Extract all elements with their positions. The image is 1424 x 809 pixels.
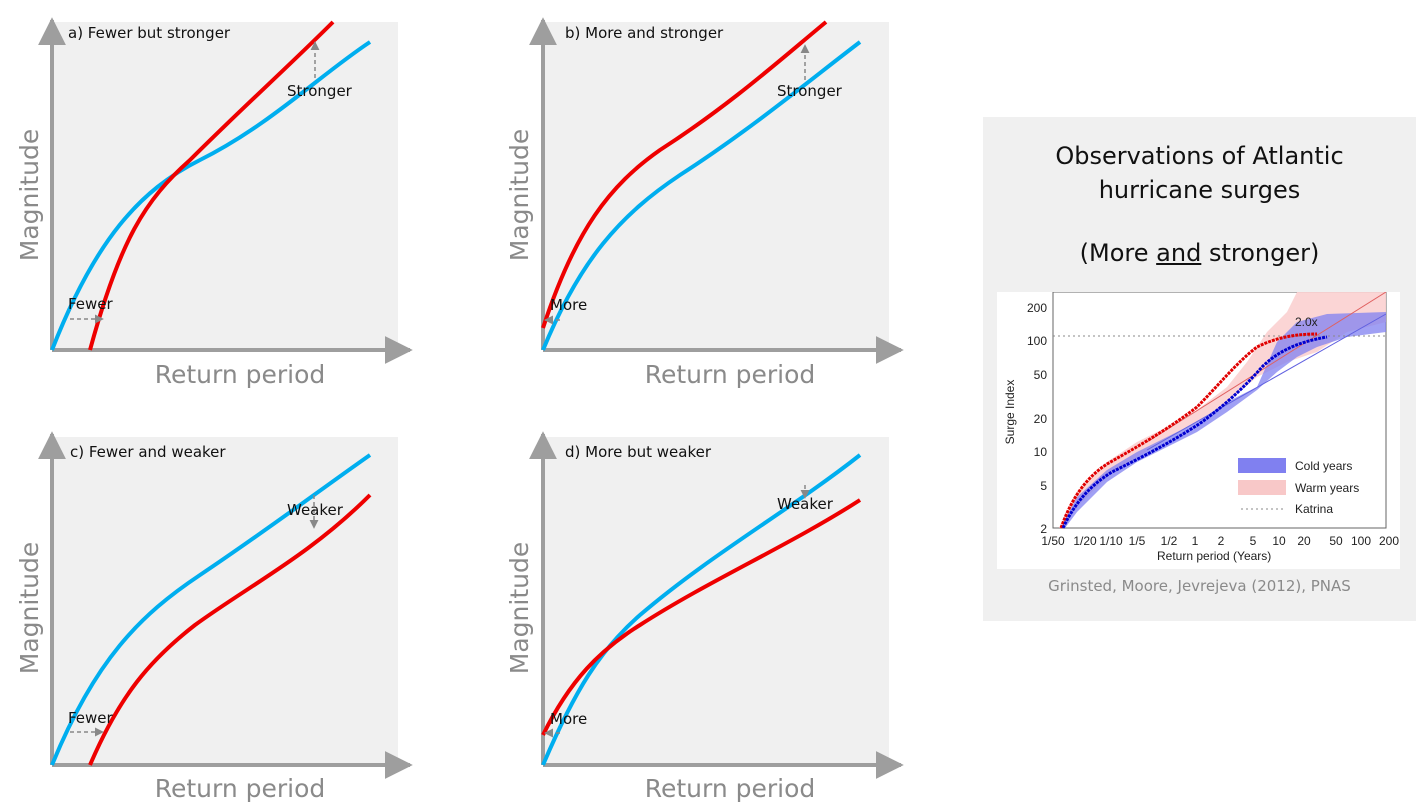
panel-a-note-fewer: Fewer — [68, 295, 114, 313]
cold-years-band — [1061, 312, 1386, 528]
x-tick-1-2: 1/2 — [1161, 534, 1178, 548]
legend-label-warm: Warm years — [1295, 481, 1359, 495]
panel-c-note-fewer: Fewer — [68, 709, 114, 727]
panel-a-changed-curve — [88, 20, 335, 351]
panel-d-x-axis-title: Return period — [645, 774, 816, 803]
x-tick-2: 2 — [1218, 534, 1225, 548]
surge-figure-svg: 2.0x 200 100 50 20 10 5 2 1/50 1/20 1/10… — [1003, 291, 1399, 563]
legend-swatch-cold — [1238, 458, 1286, 473]
x-tick-100: 100 — [1351, 534, 1371, 548]
panel-c-note-weaker: Weaker — [287, 501, 344, 519]
observations-subtitle: (More and stronger) — [983, 236, 1416, 270]
panel-c: c) Fewer and weaker Weaker Fewer Return … — [15, 431, 413, 803]
panel-a-note-stronger: Stronger — [287, 82, 353, 100]
observations-box: Observations of Atlantic hurricane surge… — [983, 117, 1416, 621]
panel-c-changed-curve — [88, 493, 372, 766]
y-tick-20: 20 — [1034, 412, 1048, 426]
x-tick-1-50: 1/50 — [1041, 534, 1065, 548]
panel-b-x-axis-title: Return period — [645, 360, 816, 389]
panel-c-label: c) Fewer and weaker — [70, 443, 226, 461]
panel-a-baseline-curve — [50, 40, 372, 351]
panel-b-baseline-curve — [541, 40, 862, 351]
panel-b-label: b) More and stronger — [565, 24, 724, 42]
observations-subtitle-suffix: stronger) — [1201, 239, 1320, 267]
panel-b-y-axis-title: Magnitude — [505, 129, 534, 261]
panel-d-note-more: More — [550, 710, 587, 728]
legend-label-katrina: Katrina — [1295, 502, 1333, 516]
x-tick-1: 1 — [1192, 534, 1199, 548]
surge-x-axis-label: Return period (Years) — [1157, 549, 1271, 563]
panel-a-x-axis-title: Return period — [155, 360, 326, 389]
y-tick-100: 100 — [1027, 334, 1047, 348]
x-tick-1-20: 1/20 — [1073, 534, 1097, 548]
x-tick-20: 20 — [1297, 534, 1311, 548]
surge-y-axis-label: Surge Index — [1003, 380, 1017, 445]
panel-d: d) More but weaker Weaker More Return pe… — [505, 431, 904, 803]
panel-b-note-more: More — [550, 296, 587, 314]
x-tick-200: 200 — [1379, 534, 1399, 548]
panel-d-background — [543, 437, 889, 765]
x-tick-1-5: 1/5 — [1129, 534, 1146, 548]
y-tick-50: 50 — [1034, 368, 1048, 382]
observations-title-line1: Observations of Atlantic — [1055, 142, 1344, 170]
y-tick-200: 200 — [1027, 301, 1047, 315]
cold-years-points — [1061, 335, 1328, 529]
panel-a: a) Fewer but stronger Stronger Fewer Ret… — [15, 17, 413, 389]
panel-b-changed-curve — [541, 20, 828, 329]
panel-d-note-weaker: Weaker — [777, 495, 834, 513]
surge-annotation: 2.0x — [1295, 315, 1318, 329]
panel-d-y-axis-title: Magnitude — [505, 542, 534, 674]
observations-subtitle-underlined: and — [1156, 239, 1202, 267]
panel-c-background — [52, 437, 398, 765]
surge-legend: Cold years Warm years Katrina — [1238, 458, 1359, 516]
panel-b-background — [543, 22, 889, 350]
y-tick-2: 2 — [1040, 522, 1047, 536]
panel-c-baseline-curve — [50, 453, 372, 766]
warm-fit-line — [1146, 291, 1387, 443]
panel-a-y-axis-title: Magnitude — [15, 129, 44, 261]
x-tick-10: 10 — [1272, 534, 1286, 548]
x-tick-1-10: 1/10 — [1099, 534, 1123, 548]
x-tick-5: 5 — [1250, 534, 1257, 548]
panel-c-x-axis-title: Return period — [155, 774, 326, 803]
legend-label-cold: Cold years — [1295, 459, 1352, 473]
legend-swatch-warm — [1238, 480, 1286, 495]
panel-a-label: a) Fewer but stronger — [68, 24, 231, 42]
x-tick-50: 50 — [1329, 534, 1343, 548]
panel-d-baseline-curve — [541, 453, 862, 766]
observations-title: Observations of Atlantic hurricane surge… — [983, 139, 1416, 207]
observations-title-line2: hurricane surges — [1098, 176, 1301, 204]
surge-y-ticks: 200 100 50 20 10 5 2 — [1027, 301, 1047, 536]
panel-b: b) More and stronger Stronger More Retur… — [505, 17, 904, 389]
surge-x-ticks: 1/50 1/20 1/10 1/5 1/2 1 2 5 10 20 50 10… — [1041, 534, 1399, 548]
y-tick-5: 5 — [1040, 479, 1047, 493]
panel-b-note-stronger: Stronger — [777, 82, 843, 100]
panel-d-changed-curve — [541, 498, 862, 736]
cold-fit-line — [1146, 313, 1387, 451]
warm-years-points — [1059, 332, 1318, 529]
observations-subtitle-prefix: (More — [1079, 239, 1157, 267]
surge-figure: 2.0x 200 100 50 20 10 5 2 1/50 1/20 1/10… — [997, 291, 1400, 569]
panel-d-label: d) More but weaker — [565, 443, 712, 461]
y-tick-10: 10 — [1034, 445, 1048, 459]
panel-a-background — [52, 22, 398, 350]
panel-c-y-axis-title: Magnitude — [15, 542, 44, 674]
observations-credit: Grinsted, Moore, Jevrejeva (2012), PNAS — [1048, 577, 1351, 595]
